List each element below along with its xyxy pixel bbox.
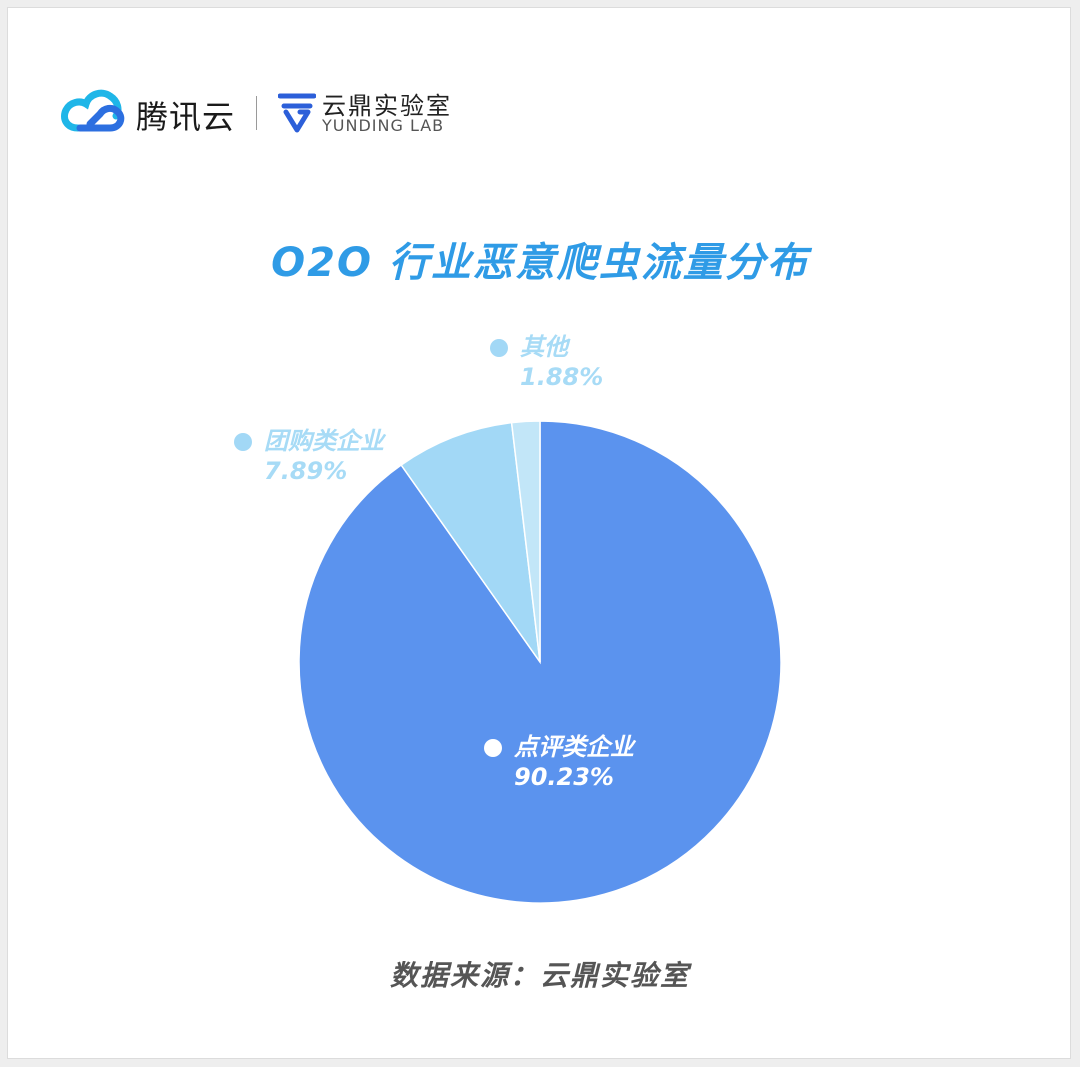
slice-percent: 90.23% bbox=[514, 763, 614, 791]
data-source: 数据来源：云鼎实验室 bbox=[389, 959, 690, 992]
slice-label-tuangou: 团购类企业 7.89% bbox=[234, 426, 384, 486]
slice-name: 点评类企业 bbox=[514, 733, 634, 761]
brand-header: 腾讯云 云鼎实验室 YUNDING LAB bbox=[60, 84, 520, 140]
lab-name-cn: 云鼎实验室 bbox=[322, 92, 452, 120]
legend-dot bbox=[484, 739, 502, 757]
yunding-lab-icon bbox=[278, 93, 316, 133]
brand-divider bbox=[256, 96, 257, 130]
pie-slice-other bbox=[510, 420, 541, 663]
legend-dot bbox=[490, 339, 508, 357]
pie-slice-tuangou bbox=[400, 421, 541, 663]
slice-label-dianping: 点评类企业 90.23% bbox=[484, 732, 634, 792]
lab-name-en: YUNDING LAB bbox=[322, 116, 445, 135]
tencent-cloud-icon bbox=[61, 89, 125, 132]
slice-name: 团购类企业 bbox=[264, 427, 384, 455]
chart-title: O2O 行业恶意爬虫流量分布 bbox=[271, 240, 809, 286]
slice-percent: 7.89% bbox=[264, 457, 348, 485]
legend-dot bbox=[234, 433, 252, 451]
slice-percent: 1.88% bbox=[520, 363, 604, 391]
brand-name: 腾讯云 bbox=[136, 98, 236, 136]
slice-label-other: 其他 1.88% bbox=[490, 332, 604, 392]
slice-name: 其他 bbox=[520, 333, 568, 361]
